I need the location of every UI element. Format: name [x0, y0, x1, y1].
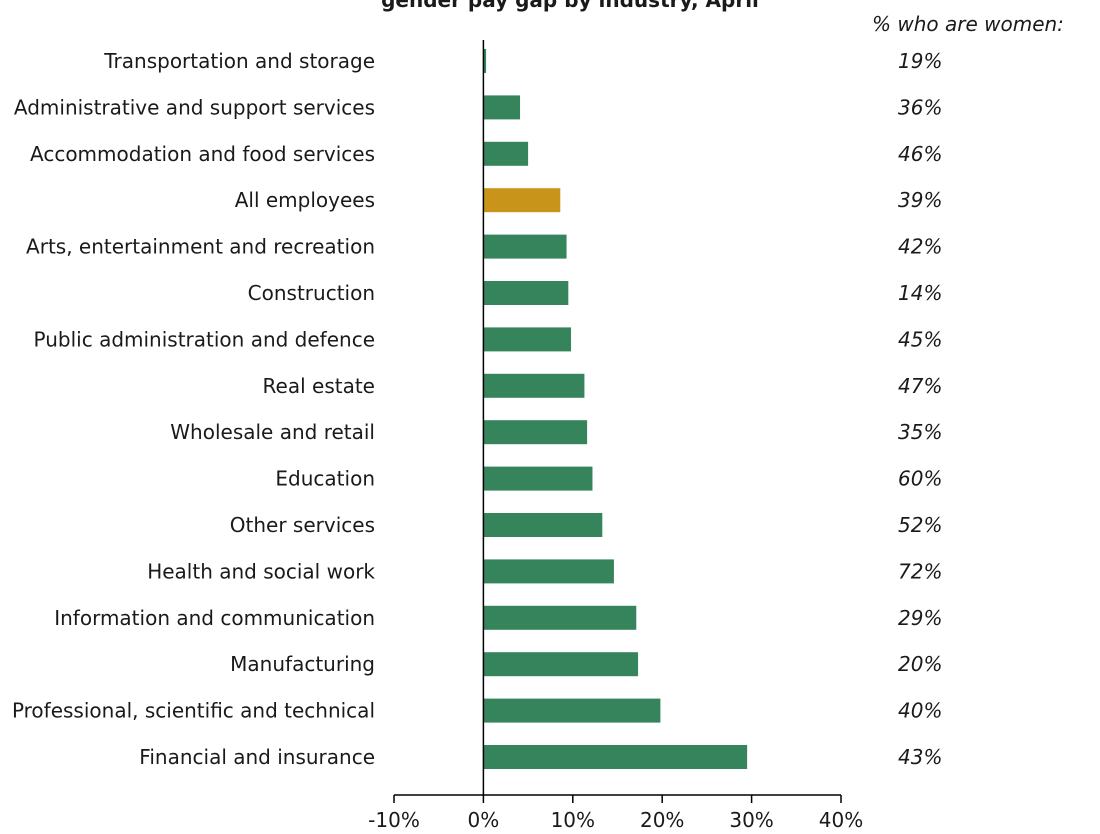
bar-5 [483, 281, 568, 305]
pct-women-value: 45% [898, 327, 942, 351]
bar-4 [483, 235, 566, 259]
x-tick-label: 20% [640, 808, 684, 832]
category-label: Real estate [263, 374, 375, 398]
category-label: Information and communication [54, 606, 375, 630]
pct-women-value: 40% [898, 699, 942, 723]
bar-9 [483, 467, 592, 491]
bar-6 [483, 327, 571, 351]
category-label: Administrative and support services [14, 95, 375, 119]
pct-women-value: 20% [898, 652, 942, 676]
bar-14 [483, 699, 660, 723]
category-label: Transportation and storage [103, 49, 375, 73]
bar-12 [483, 606, 636, 630]
pct-women-value: 47% [898, 374, 942, 398]
x-tick-label: -10% [368, 808, 420, 832]
category-label: Accommodation and food services [30, 142, 375, 166]
pct-women-value: 36% [898, 95, 942, 119]
x-tick-label: 10% [551, 808, 595, 832]
category-label: Health and social work [147, 559, 375, 583]
category-label: Construction [248, 281, 375, 305]
category-label: Professional, scientific and technical [12, 699, 375, 723]
pct-women-value: 72% [898, 559, 942, 583]
x-tick-label: 40% [819, 808, 863, 832]
category-label: Manufacturing [230, 652, 375, 676]
category-label: Other services [230, 513, 375, 537]
bar-7 [483, 374, 584, 398]
pct-women-value: 46% [898, 142, 942, 166]
pct-women-value: 42% [898, 235, 942, 259]
bar-1 [483, 95, 520, 119]
pct-women-value: 39% [898, 188, 942, 212]
bar-15 [483, 745, 747, 769]
category-label: Education [275, 467, 375, 491]
category-label: All employees [235, 188, 375, 212]
bar-11 [483, 559, 614, 583]
category-label: Arts, entertainment and recreation [26, 235, 375, 259]
x-tick-label: 0% [468, 808, 500, 832]
pct-women-value: 29% [898, 606, 942, 630]
bar-2 [483, 142, 528, 166]
category-label: Financial and insurance [139, 745, 375, 769]
pct-women-value: 43% [898, 745, 942, 769]
bar-8 [483, 420, 587, 444]
bar-13 [483, 652, 638, 676]
pct-women-value: 19% [898, 49, 942, 73]
x-tick-label: 30% [729, 808, 773, 832]
category-label: Public administration and defence [34, 327, 375, 351]
bar-10 [483, 513, 602, 537]
pct-women-value: 35% [898, 420, 942, 444]
pct-women-value: 52% [898, 513, 942, 537]
category-label: Wholesale and retail [170, 420, 375, 444]
pct-women-value: 60% [898, 467, 942, 491]
bar-3 [483, 188, 560, 212]
pct-women-value: 14% [898, 281, 942, 305]
